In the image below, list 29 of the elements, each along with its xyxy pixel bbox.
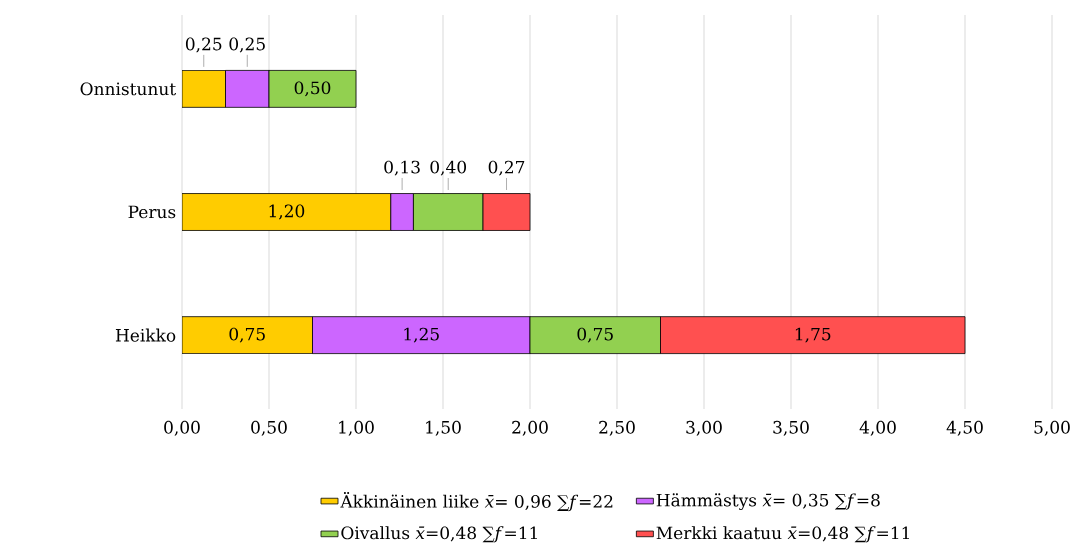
legend-label: Hämmästys x̄= 0,35 ∑f=8 xyxy=(656,493,880,511)
y-tick-label: Heikko xyxy=(115,328,176,342)
x-tick-label: 1,00 xyxy=(339,420,374,436)
data-label: 1,20 xyxy=(269,204,305,220)
legend-label: Äkkinäinen liike x̄= 0,96 ∑f=22 xyxy=(340,491,613,512)
legend-label: Merkki kaatuu x̄=0,48 ∑f=11 xyxy=(656,526,909,543)
x-tick-label: 0,50 xyxy=(251,420,287,436)
data-label: 1,25 xyxy=(404,327,439,343)
data-label: 0,25 xyxy=(185,37,222,53)
x-tick-label: 2,50 xyxy=(599,420,635,436)
data-label: 0,40 xyxy=(430,160,467,176)
data-label: 0,27 xyxy=(488,160,525,176)
x-tick-label: 3,50 xyxy=(773,420,809,436)
x-tick-label: 2,00 xyxy=(512,420,548,436)
x-tick-label: 0,00 xyxy=(164,420,200,436)
x-tick-label: 5,00 xyxy=(1034,420,1070,436)
x-tick-label: 4,50 xyxy=(946,420,983,436)
data-label: 0,25 xyxy=(229,37,265,53)
x-tick-label: 3,00 xyxy=(686,420,722,436)
y-tick-label: Perus xyxy=(128,205,176,219)
x-tick-label: 1,50 xyxy=(426,420,461,436)
data-label: 1,75 xyxy=(795,327,831,343)
data-label: 0,50 xyxy=(294,81,331,97)
data-label: 0,75 xyxy=(577,327,613,343)
data-label: 0,75 xyxy=(229,327,265,343)
y-tick-label: Onnistunut xyxy=(80,82,177,96)
data-label: 0,13 xyxy=(384,160,420,176)
x-tick-label: 4,00 xyxy=(859,420,896,436)
legend-label: Oivallus x̄=0,48 ∑f=11 xyxy=(341,526,537,543)
